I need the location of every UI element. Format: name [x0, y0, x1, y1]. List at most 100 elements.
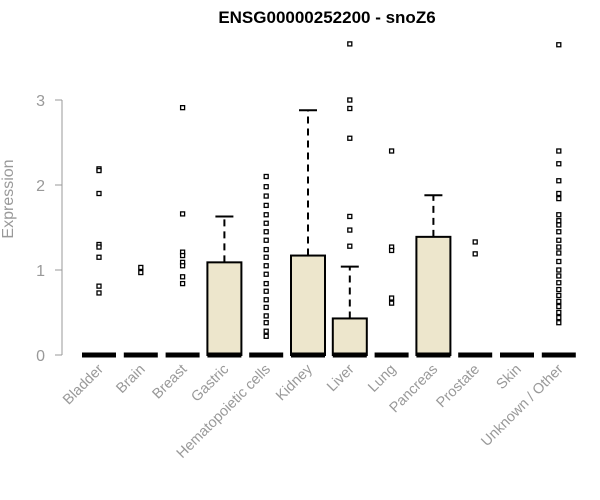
outlier-point — [556, 267, 562, 273]
outlier-point — [263, 237, 269, 243]
box — [415, 235, 452, 357]
outlier-point — [179, 280, 186, 287]
outlier-point — [556, 250, 562, 256]
chart-title: ENSG00000252200 - snoZ6 — [218, 8, 435, 27]
outlier-point — [263, 254, 269, 260]
outlier-point — [388, 295, 395, 301]
outlier-point — [263, 193, 269, 199]
outlier-point — [556, 178, 562, 184]
boxes-layer — [82, 41, 576, 358]
outlier-point — [263, 288, 269, 294]
outlier-point — [472, 239, 478, 245]
y-tick-label: 1 — [36, 263, 45, 280]
outlier-point — [556, 286, 562, 293]
x-tick-label: Breast — [149, 362, 190, 403]
x-tick-label: Kidney — [273, 361, 316, 404]
outlier-point — [347, 227, 353, 233]
outlier-point — [179, 274, 186, 280]
outlier-point — [347, 243, 353, 249]
outlier-point — [263, 220, 269, 226]
outlier-point — [138, 264, 144, 271]
outlier-point — [263, 202, 269, 209]
outlier-point — [556, 161, 562, 167]
outlier-point — [263, 229, 269, 235]
outlier-point — [347, 135, 353, 141]
box — [206, 261, 243, 357]
box — [290, 254, 326, 356]
box-group — [458, 239, 493, 358]
outlier-point — [556, 273, 562, 279]
box-group — [290, 109, 326, 358]
outlier-point — [263, 212, 269, 218]
outlier-point — [556, 258, 562, 265]
outlier-point — [556, 280, 562, 286]
outlier-point — [347, 213, 353, 220]
box-group — [206, 215, 243, 358]
outlier-point — [556, 190, 562, 197]
x-tick-label: Brain — [113, 362, 148, 397]
y-axis: 0 1 2 3 — [36, 93, 63, 365]
y-tick-label: 0 — [36, 348, 45, 365]
outlier-point — [96, 254, 102, 260]
outlier-point — [96, 290, 102, 296]
x-tick-label: Liver — [324, 361, 358, 395]
outlier-point — [179, 105, 186, 111]
outlier-point — [556, 320, 562, 326]
box-group — [541, 42, 576, 358]
outlier-point — [179, 211, 186, 217]
box-group — [82, 166, 116, 358]
x-tick-label: Prostate — [434, 362, 483, 411]
outlier-point — [347, 41, 353, 47]
outlier-point — [96, 244, 102, 250]
outlier-point — [556, 218, 562, 224]
box-group — [165, 105, 200, 358]
outlier-point — [347, 105, 353, 112]
x-tick-label: Skin — [494, 362, 525, 393]
outlier-point — [96, 190, 102, 197]
outlier-point — [263, 333, 269, 339]
outlier-point — [388, 300, 395, 306]
outlier-point — [556, 303, 562, 310]
x-tick-label: Lung — [365, 362, 399, 396]
box — [331, 317, 368, 357]
outlier-point — [347, 97, 353, 103]
outlier-point — [556, 42, 562, 48]
outlier-point — [556, 237, 562, 243]
outlier-point — [263, 173, 269, 180]
outlier-point — [96, 283, 102, 289]
outlier-point — [556, 222, 562, 228]
box-group — [123, 264, 158, 358]
outlier-point — [263, 297, 269, 303]
outlier-point — [263, 313, 269, 319]
outlier-point — [556, 298, 562, 305]
y-tick-label: 3 — [36, 93, 45, 110]
outlier-point — [472, 251, 478, 257]
outlier-point — [263, 246, 269, 253]
box-group — [331, 41, 368, 358]
outlier-point — [263, 304, 269, 311]
outlier-point — [179, 263, 186, 269]
box-group — [374, 148, 409, 358]
outlier-point — [556, 244, 562, 250]
outlier-point — [556, 195, 562, 202]
outlier-point — [263, 271, 269, 277]
box-group — [415, 194, 452, 358]
outlier-point — [263, 320, 269, 326]
x-tick-label: Bladder — [60, 361, 107, 408]
box-group — [249, 173, 284, 358]
outlier-point — [263, 184, 269, 190]
outlier-point — [388, 247, 395, 254]
outlier-point — [263, 263, 269, 269]
outlier-point — [556, 309, 562, 316]
outlier-point — [556, 229, 562, 235]
outlier-point — [96, 167, 102, 174]
outlier-point — [388, 148, 395, 154]
outlier-point — [556, 314, 562, 321]
y-tick-label: 2 — [36, 178, 45, 195]
y-axis-label: Expression — [0, 159, 17, 238]
outlier-point — [138, 269, 144, 276]
outlier-point — [556, 212, 562, 218]
outlier-point — [263, 280, 269, 287]
